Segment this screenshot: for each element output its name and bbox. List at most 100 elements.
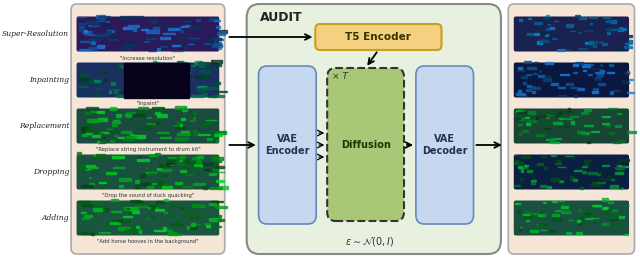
Bar (85, 34, 95, 35)
Bar (156, 63, 158, 64)
Bar (77, 23, 86, 24)
Bar (566, 83, 573, 85)
Bar (218, 48, 221, 49)
Bar (117, 95, 127, 98)
Bar (152, 183, 156, 184)
Bar (547, 28, 549, 30)
Bar (180, 207, 183, 208)
Bar (600, 213, 609, 214)
Bar (219, 186, 228, 189)
Text: Dropping: Dropping (33, 168, 69, 176)
Bar (111, 199, 118, 201)
Bar (88, 25, 99, 26)
Bar (527, 33, 533, 35)
Bar (157, 181, 163, 182)
Bar (539, 185, 541, 186)
Bar (150, 122, 160, 124)
Bar (168, 159, 179, 160)
Bar (85, 134, 90, 135)
Bar (618, 48, 623, 50)
Bar (515, 160, 518, 161)
Bar (520, 94, 526, 96)
Bar (526, 89, 531, 91)
Bar (100, 132, 109, 133)
Bar (194, 164, 202, 166)
Bar (527, 111, 535, 114)
Bar (112, 124, 117, 126)
Bar (138, 159, 149, 161)
Bar (197, 88, 206, 91)
Bar (602, 116, 610, 117)
Bar (520, 227, 522, 228)
Bar (613, 142, 621, 143)
Bar (100, 186, 102, 188)
Bar (182, 108, 188, 111)
Bar (135, 180, 139, 183)
Bar (555, 163, 561, 164)
Bar (165, 83, 169, 85)
Bar (88, 129, 100, 131)
Bar (186, 25, 189, 27)
Bar (545, 112, 550, 113)
Bar (625, 43, 628, 44)
Bar (125, 114, 131, 116)
Bar (211, 157, 223, 160)
Bar (136, 227, 140, 228)
Bar (526, 220, 529, 221)
Bar (619, 216, 624, 218)
Bar (164, 74, 167, 76)
Bar (113, 156, 124, 158)
Bar (531, 180, 536, 181)
Bar (175, 94, 182, 97)
Bar (552, 201, 557, 202)
Bar (138, 107, 148, 109)
Bar (153, 27, 159, 30)
Bar (564, 129, 567, 130)
Bar (177, 133, 189, 135)
Bar (550, 27, 554, 29)
Bar (175, 89, 180, 91)
Bar (191, 94, 203, 97)
Bar (519, 133, 522, 135)
Bar (164, 199, 168, 201)
Bar (622, 82, 628, 83)
Bar (166, 162, 172, 163)
Bar (127, 75, 137, 78)
Bar (106, 179, 111, 180)
Bar (541, 122, 550, 124)
Text: $\epsilon \sim \mathcal{N}(0,I)$: $\epsilon \sim \mathcal{N}(0,I)$ (344, 235, 394, 247)
Bar (611, 211, 617, 213)
Bar (595, 78, 600, 80)
Bar (516, 93, 525, 95)
Bar (520, 178, 523, 180)
Bar (147, 167, 148, 168)
Bar (79, 49, 90, 50)
Bar (160, 24, 168, 25)
Bar (609, 132, 614, 134)
Bar (149, 154, 157, 157)
Bar (89, 119, 99, 122)
Bar (169, 66, 173, 68)
Bar (538, 224, 540, 225)
Bar (79, 165, 84, 168)
Bar (545, 117, 549, 118)
Bar (85, 112, 90, 114)
Bar (78, 231, 87, 232)
Bar (519, 118, 524, 120)
Bar (541, 214, 545, 216)
Bar (79, 28, 83, 31)
Bar (545, 139, 554, 140)
Bar (140, 183, 149, 185)
Bar (212, 38, 221, 40)
Bar (557, 166, 566, 167)
Bar (89, 183, 94, 185)
Bar (179, 30, 183, 31)
Bar (197, 156, 204, 158)
Bar (536, 135, 540, 136)
Bar (525, 74, 531, 75)
Bar (109, 155, 112, 156)
Bar (608, 202, 613, 203)
Bar (522, 42, 525, 43)
FancyBboxPatch shape (327, 68, 404, 221)
Bar (590, 41, 592, 42)
